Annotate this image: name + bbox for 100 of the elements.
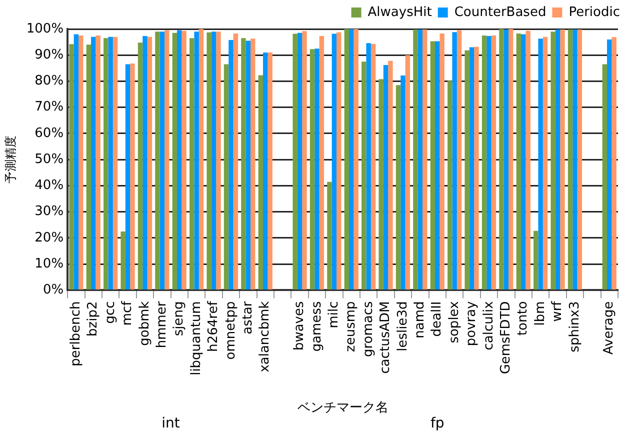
- bar: [125, 64, 130, 290]
- x-tick-label: gobmk: [137, 300, 152, 346]
- bar: [607, 39, 612, 290]
- bar: [164, 30, 170, 290]
- bar: [396, 85, 401, 290]
- bar: [104, 38, 108, 290]
- bar: [327, 182, 332, 290]
- y-tick-label: 90%: [34, 48, 64, 62]
- x-tick-label: sphinx3: [567, 301, 582, 352]
- bar: [228, 40, 234, 290]
- x-tick-label: gromacs: [360, 301, 376, 358]
- bar: [612, 37, 616, 290]
- bar: [516, 33, 522, 290]
- x-tick-label: bzip2: [86, 301, 101, 336]
- x-tick-label: gcc: [102, 301, 118, 324]
- bar: [534, 230, 538, 290]
- y-tick-label: 80%: [34, 74, 64, 89]
- x-tick-label: perlbench: [68, 301, 84, 366]
- y-tick-label: 0%: [42, 282, 64, 298]
- x-tick-label: GemsFDTD: [498, 301, 514, 374]
- bar: [138, 42, 143, 290]
- x-tick-label: omnetpp: [223, 301, 238, 360]
- y-tick-label: 40%: [34, 178, 64, 194]
- bar: [504, 30, 509, 290]
- bar: [160, 32, 165, 290]
- x-tick-label: hmmer: [154, 300, 170, 348]
- bar: [250, 38, 256, 290]
- bar: [297, 32, 302, 290]
- x-tick-label: soplex: [446, 300, 462, 344]
- bar: [602, 64, 608, 290]
- bar: [216, 32, 221, 290]
- bar: [74, 34, 79, 290]
- bar: [268, 52, 272, 290]
- bar: [388, 60, 393, 290]
- bar: [198, 29, 204, 290]
- bar: [112, 36, 118, 290]
- x-tick-label: namd: [412, 301, 428, 338]
- x-tick-label: milc: [326, 301, 342, 328]
- bar: [314, 48, 320, 290]
- x-tick-label: lbm: [532, 301, 548, 326]
- x-tick-label: astar: [240, 300, 256, 334]
- bar: [400, 76, 406, 290]
- x-axis-title: ベンチマーク名: [297, 400, 388, 416]
- bar: [302, 31, 307, 290]
- y-tick-label: 60%: [34, 126, 64, 141]
- text: fp: [430, 416, 444, 432]
- bar: [474, 46, 479, 290]
- bar: [366, 43, 371, 290]
- y-tick-label: 70%: [34, 100, 64, 115]
- bar: [577, 30, 582, 290]
- bar: [241, 38, 246, 290]
- x-tick-label: leslie3d: [395, 301, 410, 352]
- bar: [491, 36, 496, 290]
- bar: [542, 36, 548, 290]
- x-tick-label: Average: [602, 301, 617, 355]
- x-tick-label: zeusmp: [344, 301, 359, 352]
- bar: [413, 30, 418, 290]
- bar: [224, 64, 229, 290]
- bar: [263, 52, 268, 290]
- bar: [452, 32, 457, 290]
- bar: [526, 30, 530, 290]
- bar: [69, 44, 74, 290]
- bar: [142, 36, 148, 290]
- bar: [292, 34, 298, 290]
- bar: [78, 36, 84, 290]
- x-tick-label: bwaves: [292, 301, 308, 351]
- bar: [448, 80, 452, 290]
- x-tick-label: gamess: [309, 301, 324, 352]
- bar: [332, 34, 337, 290]
- x-tick-label: libquantum: [188, 301, 204, 376]
- y-axis-title: 予測精度: [3, 136, 18, 184]
- bar: [96, 36, 100, 290]
- legend-label: CounterBased: [454, 4, 546, 20]
- x-tick-label: xalancbmk: [258, 300, 273, 372]
- x-tick-label: cactusADM: [378, 301, 394, 374]
- bar: [370, 44, 376, 290]
- bar: [440, 33, 444, 290]
- bar: [555, 30, 560, 290]
- bar: [206, 32, 212, 290]
- bar: [568, 30, 573, 290]
- bar: [310, 49, 315, 290]
- bar: [177, 30, 182, 290]
- bar: [560, 30, 565, 290]
- bar: [508, 29, 514, 290]
- y-tick-label: 30%: [34, 204, 64, 220]
- bar: [456, 30, 462, 290]
- x-tick-label: calculix: [481, 300, 496, 350]
- legend-label: AlwaysHit: [368, 4, 432, 20]
- x-tick-label: tonto: [516, 301, 531, 336]
- bar: [336, 32, 342, 290]
- bar: [147, 36, 152, 290]
- bar: [418, 30, 423, 290]
- y-tick-label: 20%: [34, 230, 64, 246]
- bar: [211, 32, 216, 290]
- bar: [258, 75, 264, 290]
- bar: [319, 36, 324, 290]
- bar: [362, 62, 366, 290]
- x-tick-label: dealII: [430, 301, 445, 337]
- bar: [349, 29, 354, 290]
- x-tick-label: sjeng: [172, 301, 187, 336]
